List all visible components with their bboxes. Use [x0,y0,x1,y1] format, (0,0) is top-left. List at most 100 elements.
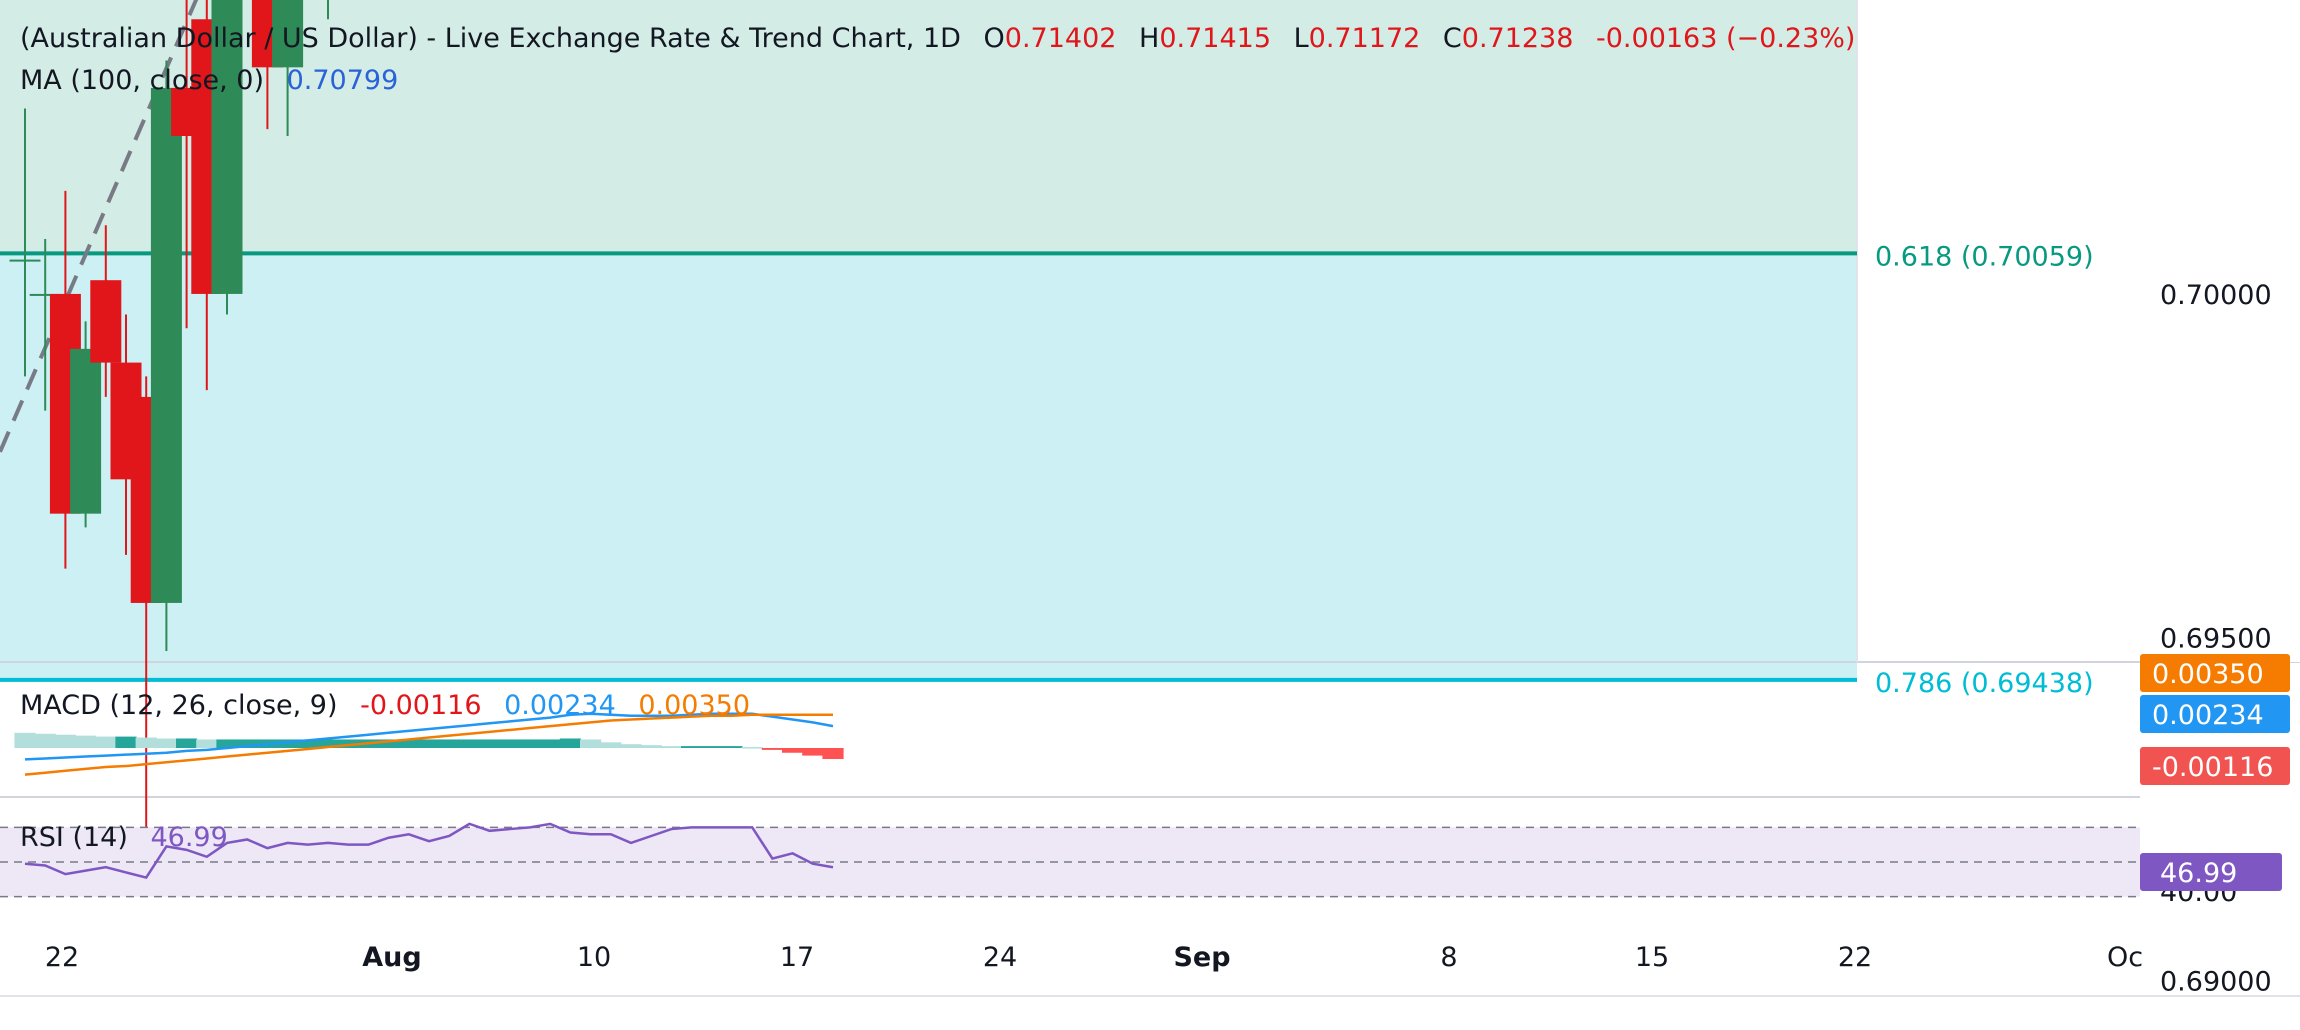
macd-histogram-bar [802,748,824,756]
time-tick-label: 22 [45,942,79,973]
macd-histogram-bar [741,747,763,749]
fib-zone [0,253,1857,680]
close-value: 0.71238 [1462,23,1574,54]
macd-histogram-bar [115,736,137,748]
macd-histogram-bar [519,739,541,748]
open-value: 0.71402 [1005,23,1117,54]
open-label: O [984,23,1005,54]
rsi-value-badge-text: 46.99 [2160,858,2237,889]
rsi-value-badge [2140,853,2282,891]
macd-histogram-bar [135,737,157,748]
macd-histogram-bar [438,739,460,748]
macd-histogram-bar [600,742,622,748]
macd-histogram-bar [721,746,743,748]
macd-histogram-bar [499,739,521,748]
fib-label-0.618: 0.618 (0.70059) [1875,241,2094,272]
macd-histogram-bar [317,739,339,748]
macd-histogram-bar [297,739,319,748]
macd-line [24,712,834,761]
ma-legend-value: 0.70799 [287,65,399,96]
macd-histogram-bar [620,744,642,748]
price-tick-label: 0.70000 [2160,280,2272,311]
ohlc-legend: (Australian Dollar / US Dollar) - Live E… [20,23,1855,54]
fib-zones [0,0,1857,680]
macd-histogram-bar [95,736,117,748]
time-tick-label: Sep [1173,942,1230,973]
time-tick-label: 24 [983,942,1017,973]
candle [9,108,41,377]
candle [211,0,243,315]
candle-body [70,348,102,514]
change-value: -0.00163 (−0.23%) [1596,23,1855,54]
macd-histogram-bar [277,739,299,748]
rsi-legend[interactable]: RSI (14) 46.99 [20,822,228,853]
macd-histogram-bar [458,739,480,748]
macd-histogram-bar [196,739,218,748]
macd-histogram-bar [479,739,501,748]
candle [70,321,102,528]
time-tick-label: 15 [1635,942,1669,973]
fib-levels: 0 (0.72343)0.236 (0.71471)0.382 (0.70931… [0,241,2094,699]
rsi-legend-value: 46.99 [150,822,227,853]
macd-histogram-bar [660,746,682,748]
macd-histogram-bar [378,739,400,748]
macd-histogram-bar [337,739,359,748]
candle [150,60,182,651]
price-tick-label: 0.69000 [2160,967,2272,998]
chart-grid [0,0,2300,997]
rsi-line [24,822,834,880]
macd-histogram-bar [701,746,723,748]
chart-title: (Australian Dollar / US Dollar) - Live E… [20,23,961,54]
time-tick-label: 8 [1440,942,1457,973]
price-axis[interactable]: 0.725000.720000.715000.710000.705000.700… [2140,0,2300,998]
macd-line-value: 0.00234 [504,690,616,721]
fib-label-0.786: 0.786 (0.69438) [1875,668,2094,699]
macd-histogram-bar [580,739,602,748]
macd-value-badge-text: 0.00234 [2152,700,2264,731]
macd-histogram-bar [75,735,97,748]
candle-body [272,0,304,68]
price-axis-bg [2140,0,2300,662]
macd-legend-label: MACD (12, 26, close, 9) [20,690,338,721]
candle-body [29,293,61,296]
macd-histogram-bar [14,732,36,748]
macd-value-badge-text: -0.00116 [2152,752,2273,783]
price-tick-label: 0.69500 [2160,623,2272,654]
candle [29,238,61,411]
macd-histogram-bar [539,739,561,748]
macd-histogram-bar [155,738,177,748]
signal-line [24,713,833,776]
macd-value-badge-text: 0.00350 [2152,659,2264,690]
close-label: C [1443,23,1462,54]
time-tick-label: 17 [780,942,814,973]
macd-histogram-bar [34,733,56,748]
macd-histogram-bar [640,745,662,748]
macd-histogram-bar [54,734,76,748]
candle-body [150,87,182,603]
candlestick-series [9,0,329,830]
macd-histogram-bar [398,739,420,748]
macd-histogram-bar [418,739,440,748]
time-tick-label: 22 [1838,942,1872,973]
macd-histogram-bar [236,739,258,748]
candle-body [9,259,41,262]
macd-value-badge [2140,695,2290,733]
macd-value-badge [2140,654,2290,692]
macd-histogram-bar [216,739,238,748]
candle [90,225,122,397]
time-axis[interactable]: 22 Aug 10 17 24 Sep 8 15 22 Oc [45,942,2143,973]
macd-value-badge [2140,747,2290,785]
fib-zone [0,0,1857,254]
ma-legend-label: MA (100, close, 0) [20,65,264,96]
low-value: 0.71172 [1309,23,1421,54]
ma-legend[interactable]: MA (100, close, 0) 0.70799 [20,65,398,96]
high-value: 0.71415 [1159,23,1271,54]
macd-histogram-bar [559,738,581,748]
macd-pane: 0.00350 0.00234 -0.00116 [14,654,2290,785]
macd-histogram-bar [681,746,703,748]
time-tick-label: 10 [577,942,611,973]
high-label: H [1139,23,1159,54]
macd-legend[interactable]: MACD (12, 26, close, 9) -0.00116 0.00234… [20,690,750,721]
